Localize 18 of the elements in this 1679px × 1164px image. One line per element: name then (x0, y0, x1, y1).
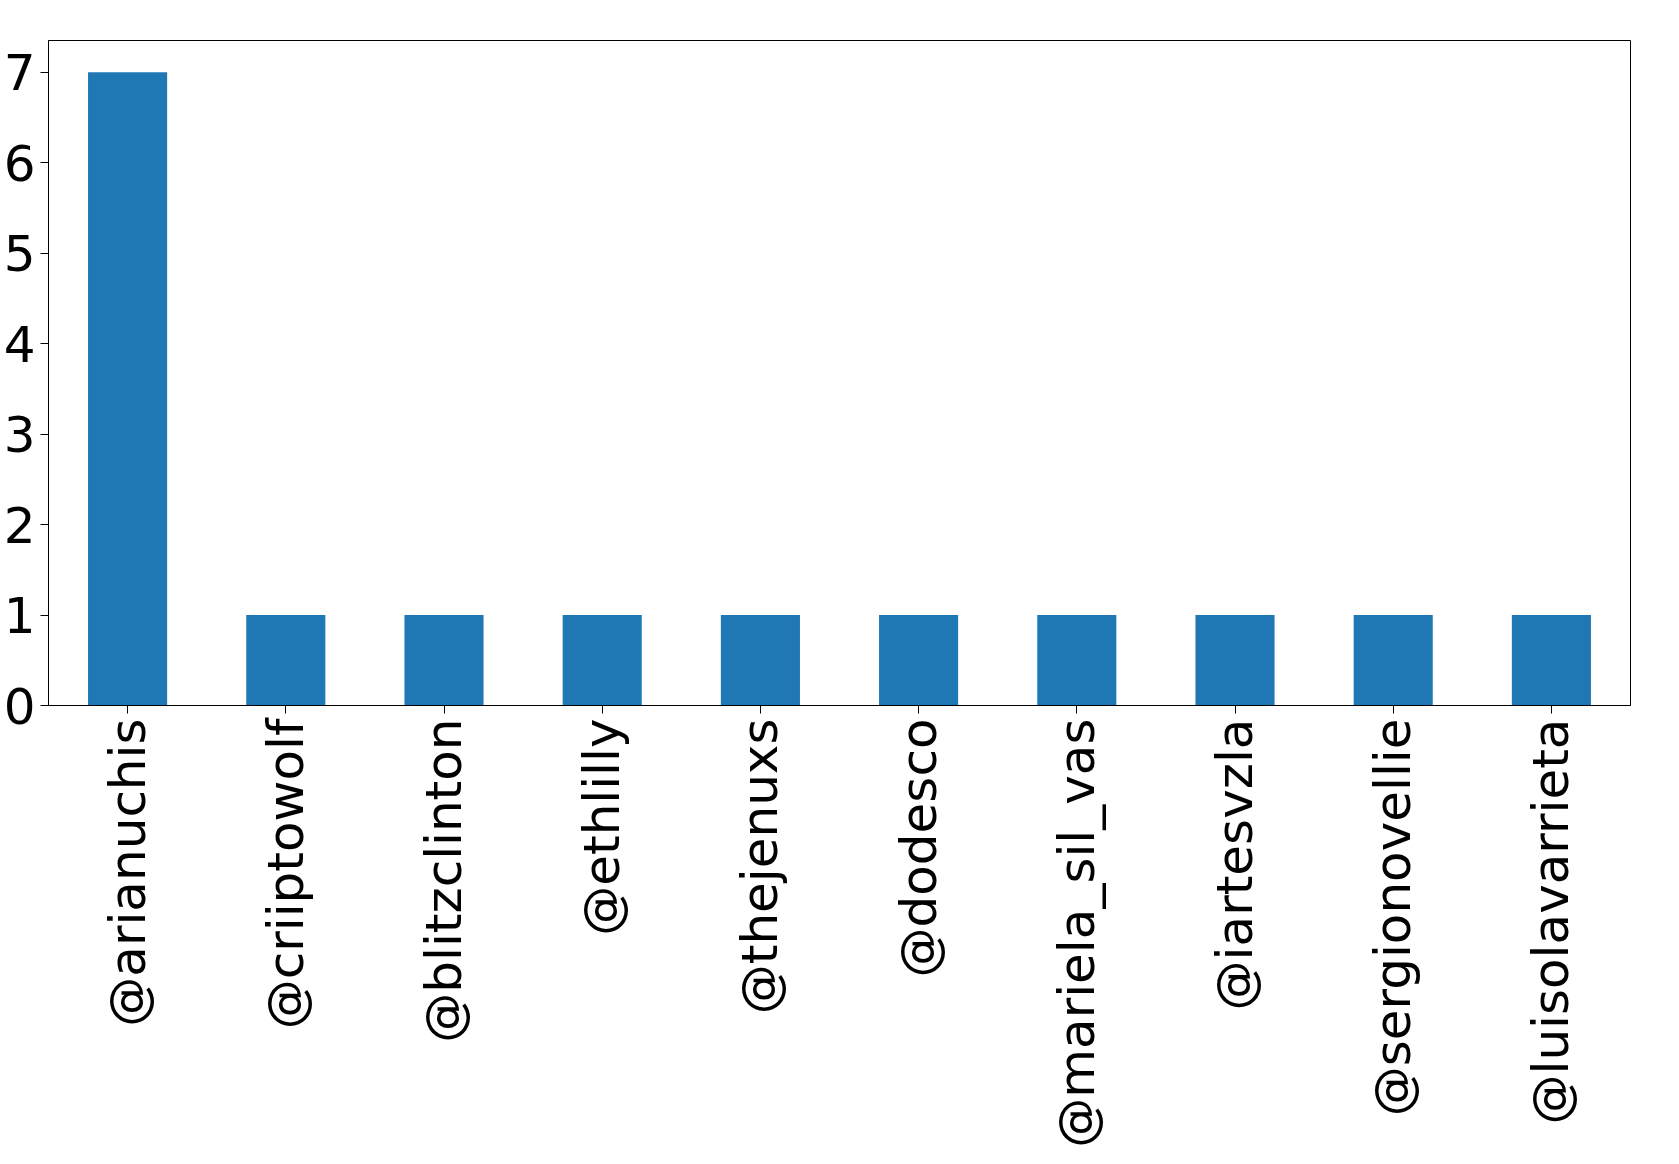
x-tick-label: @thejenuxs (731, 718, 790, 1015)
x-tick-label: @sergionovellie (1364, 718, 1423, 1117)
x-tick-label: @criiptowolf (256, 717, 315, 1030)
y-tick-label: 5 (3, 225, 36, 284)
x-tick-label: @arianuchis (98, 718, 157, 1027)
y-tick-label: 7 (3, 44, 36, 103)
y-tick-label: 4 (3, 315, 36, 374)
x-tick-label: @ethlilly (573, 718, 632, 936)
y-tick-label: 1 (3, 587, 36, 646)
x-tick-label: @blitzclinton (415, 718, 473, 1043)
x-tick-label: @mariela_sil_vas (1047, 718, 1106, 1148)
x-tick-label: @dodesco (889, 718, 948, 978)
y-tick-label: 0 (3, 677, 36, 736)
y-tick-label: 2 (3, 496, 36, 555)
y-tick-label: 3 (3, 406, 36, 465)
y-tick-label: 6 (3, 134, 36, 193)
x-tick-label: @luisolavarrieta (1522, 718, 1581, 1125)
x-tick-label: @iartesvzla (1206, 718, 1264, 1011)
